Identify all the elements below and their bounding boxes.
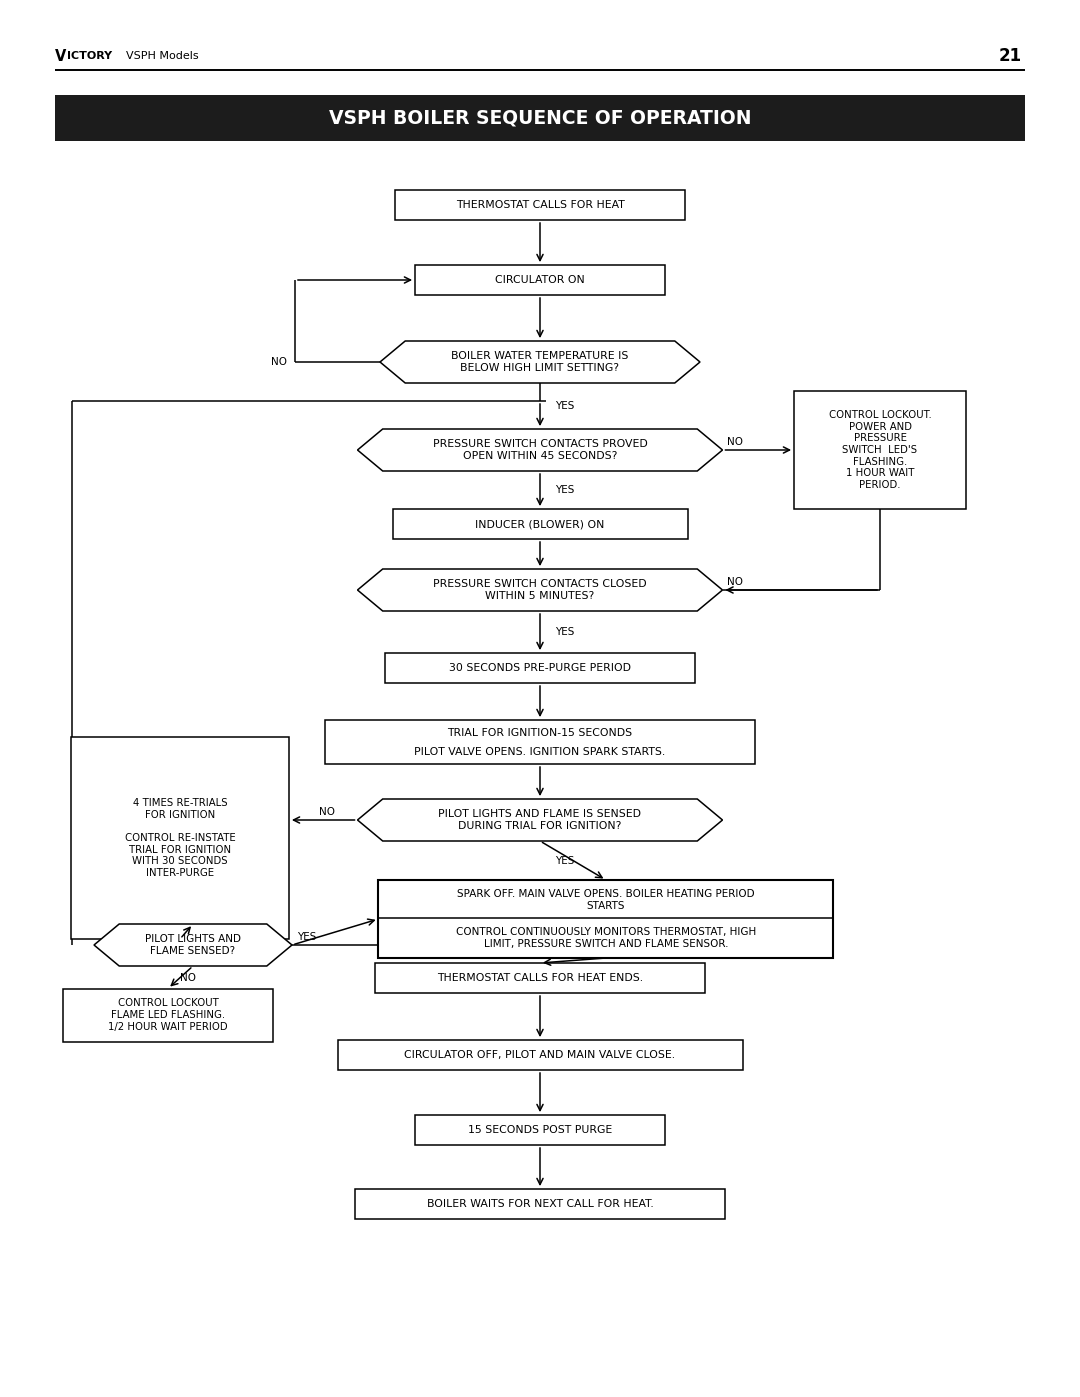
FancyBboxPatch shape: [63, 989, 273, 1042]
Text: PILOT VALVE OPENS. IGNITION SPARK STARTS.: PILOT VALVE OPENS. IGNITION SPARK STARTS…: [415, 746, 665, 757]
Text: ICTORY: ICTORY: [67, 52, 112, 61]
FancyBboxPatch shape: [415, 1115, 665, 1146]
Text: VSPH Models: VSPH Models: [126, 52, 199, 61]
FancyBboxPatch shape: [338, 1039, 743, 1070]
Text: PRESSURE SWITCH CONTACTS CLOSED
WITHIN 5 MINUTES?: PRESSURE SWITCH CONTACTS CLOSED WITHIN 5…: [433, 580, 647, 601]
Polygon shape: [357, 569, 723, 610]
FancyBboxPatch shape: [794, 391, 966, 509]
Text: NO: NO: [728, 577, 743, 587]
Text: CIRCULATOR ON: CIRCULATOR ON: [495, 275, 585, 285]
FancyBboxPatch shape: [384, 652, 696, 683]
Text: PILOT LIGHTS AND
FLAME SENSED?: PILOT LIGHTS AND FLAME SENSED?: [145, 935, 241, 956]
Text: V: V: [55, 49, 66, 63]
Text: 4 TIMES RE-TRIALS
FOR IGNITION

CONTROL RE-INSTATE
TRIAL FOR IGNITION
WITH 30 SE: 4 TIMES RE-TRIALS FOR IGNITION CONTROL R…: [124, 798, 235, 877]
Text: CONTROL LOCKOUT.
POWER AND
PRESSURE
SWITCH  LED'S
FLASHING.
1 HOUR WAIT
PERIOD.: CONTROL LOCKOUT. POWER AND PRESSURE SWIT…: [828, 411, 931, 490]
Polygon shape: [357, 799, 723, 841]
Text: YES: YES: [555, 485, 575, 495]
Text: YES: YES: [555, 401, 575, 411]
Text: NO: NO: [180, 972, 195, 983]
Text: CONTROL CONTINUOUSLY MONITORS THERMOSTAT, HIGH
LIMIT, PRESSURE SWITCH AND FLAME : CONTROL CONTINUOUSLY MONITORS THERMOSTAT…: [456, 928, 756, 949]
FancyBboxPatch shape: [395, 190, 685, 219]
Text: PRESSURE SWITCH CONTACTS PROVED
OPEN WITHIN 45 SECONDS?: PRESSURE SWITCH CONTACTS PROVED OPEN WIT…: [433, 439, 647, 461]
Text: TRIAL FOR IGNITION-15 SECONDS: TRIAL FOR IGNITION-15 SECONDS: [447, 728, 633, 738]
FancyBboxPatch shape: [378, 918, 834, 958]
Text: NO: NO: [728, 437, 743, 447]
Text: CIRCULATOR OFF, PILOT AND MAIN VALVE CLOSE.: CIRCULATOR OFF, PILOT AND MAIN VALVE CLO…: [404, 1051, 676, 1060]
Text: 30 SECONDS PRE-PURGE PERIOD: 30 SECONDS PRE-PURGE PERIOD: [449, 664, 631, 673]
FancyBboxPatch shape: [375, 963, 705, 993]
Polygon shape: [94, 923, 292, 965]
Text: YES: YES: [555, 855, 575, 866]
Text: 21: 21: [999, 47, 1022, 66]
FancyBboxPatch shape: [378, 880, 834, 921]
Text: INDUCER (BLOWER) ON: INDUCER (BLOWER) ON: [475, 520, 605, 529]
FancyBboxPatch shape: [55, 95, 1025, 141]
FancyBboxPatch shape: [415, 265, 665, 295]
FancyBboxPatch shape: [392, 509, 688, 539]
Text: VSPH BOILER SEQUENCE OF OPERATION: VSPH BOILER SEQUENCE OF OPERATION: [328, 109, 752, 127]
Text: YES: YES: [297, 932, 316, 942]
Polygon shape: [380, 341, 700, 383]
FancyBboxPatch shape: [71, 738, 289, 939]
Text: CONTROL LOCKOUT
FLAME LED FLASHING.
1/2 HOUR WAIT PERIOD: CONTROL LOCKOUT FLAME LED FLASHING. 1/2 …: [108, 999, 228, 1031]
Polygon shape: [357, 429, 723, 471]
Text: SPARK OFF. MAIN VALVE OPENS. BOILER HEATING PERIOD
STARTS: SPARK OFF. MAIN VALVE OPENS. BOILER HEAT…: [457, 890, 755, 911]
Text: 15 SECONDS POST PURGE: 15 SECONDS POST PURGE: [468, 1125, 612, 1134]
Text: NO: NO: [320, 807, 336, 817]
Text: THERMOSTAT CALLS FOR HEAT: THERMOSTAT CALLS FOR HEAT: [456, 200, 624, 210]
Text: THERMOSTAT CALLS FOR HEAT ENDS.: THERMOSTAT CALLS FOR HEAT ENDS.: [437, 972, 643, 983]
Text: YES: YES: [555, 627, 575, 637]
Text: PILOT LIGHTS AND FLAME IS SENSED
DURING TRIAL FOR IGNITION?: PILOT LIGHTS AND FLAME IS SENSED DURING …: [438, 809, 642, 831]
FancyBboxPatch shape: [325, 719, 755, 764]
Text: NO: NO: [271, 358, 287, 367]
Text: BOILER WAITS FOR NEXT CALL FOR HEAT.: BOILER WAITS FOR NEXT CALL FOR HEAT.: [427, 1199, 653, 1208]
Text: BOILER WATER TEMPERATURE IS
BELOW HIGH LIMIT SETTING?: BOILER WATER TEMPERATURE IS BELOW HIGH L…: [451, 351, 629, 373]
FancyBboxPatch shape: [355, 1189, 725, 1220]
